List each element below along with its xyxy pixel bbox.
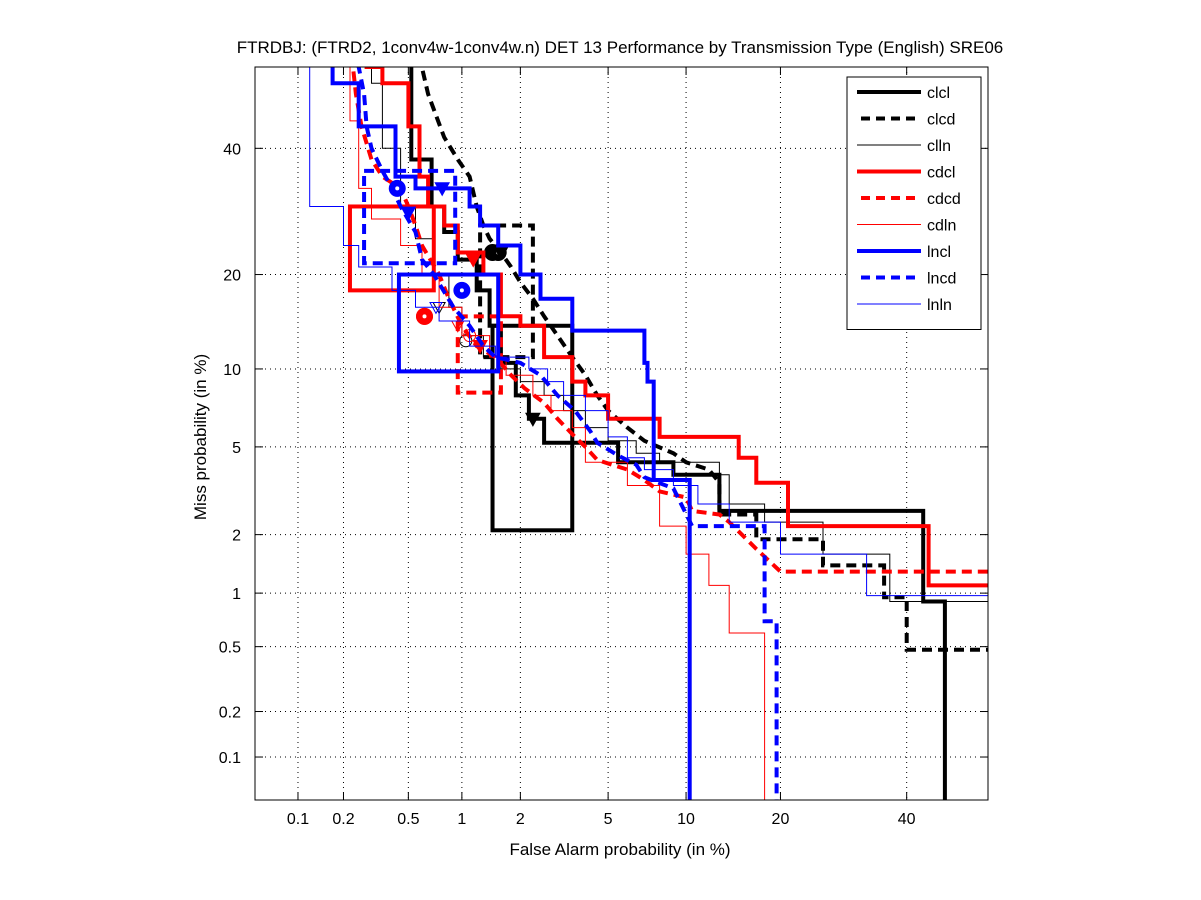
x-tick-label: 0.1 xyxy=(287,811,309,828)
series-lnln xyxy=(309,67,988,597)
y-tick-label: 20 xyxy=(223,268,241,285)
legend-item-clcl: clcl xyxy=(857,85,950,102)
series-lncd xyxy=(356,67,779,800)
marker-triangle-lnln xyxy=(429,302,443,315)
x-tick-label: 2 xyxy=(516,811,525,828)
y-tick-label: 0.2 xyxy=(219,705,241,722)
det-curve-lncl xyxy=(330,67,692,800)
x-tick-label: 10 xyxy=(677,811,695,828)
y-tick-label: 1 xyxy=(232,586,241,603)
y-tick-label: 10 xyxy=(223,362,241,379)
series-layer xyxy=(309,67,988,800)
marker-triangle-lncd xyxy=(400,206,417,221)
legend-label: clln xyxy=(927,138,951,155)
confidence-box-lncl xyxy=(396,272,501,374)
y-tick-label: 40 xyxy=(223,141,241,158)
marker-triangle-clcl xyxy=(525,412,541,427)
chart-title: FTRDBJ: (FTRD2, 1conv4w-1conv4w.n) DET 1… xyxy=(237,38,1004,57)
x-tick-label: 20 xyxy=(772,811,790,828)
marker-circle-center xyxy=(395,186,400,191)
legend-item-lncd: lncd xyxy=(861,271,956,288)
x-tick-label: 1 xyxy=(457,811,466,828)
legend-item-cdln: cdln xyxy=(857,218,956,235)
legend-label: lnln xyxy=(927,297,952,314)
x-tick-label: 0.5 xyxy=(397,811,419,828)
x-tick-label: 40 xyxy=(898,811,916,828)
marker-triangle-cdcl xyxy=(465,253,482,268)
confidence-box-lncd xyxy=(362,168,458,266)
legend-box xyxy=(846,76,982,330)
legend-label: lncl xyxy=(927,244,951,261)
marker-triangle-lncd xyxy=(434,182,451,197)
y-tick-label: 0.5 xyxy=(219,640,241,657)
det-curve-lnln xyxy=(309,67,988,597)
y-tick-label: 2 xyxy=(232,528,241,545)
legend-label: lncd xyxy=(927,271,956,288)
legend: clcl clcd clln cdcl cdcd cdln lncl lncd lnln xyxy=(846,76,982,330)
legend-item-lnln: lnln xyxy=(857,297,952,314)
y-tick-label: 5 xyxy=(232,440,241,457)
det-curve-cdcl xyxy=(364,67,988,588)
det-curve-cdln xyxy=(349,67,766,800)
y-tick-label: 0.1 xyxy=(219,750,241,767)
det-curve-lncd xyxy=(356,67,779,800)
ticks: 0.1 0.2 0.5 1 2 5 10 20 40 0.1 0.2 0.5 1 2 5 10 20 40 xyxy=(219,67,988,828)
legend-label: clcl xyxy=(927,85,950,102)
y-axis-label: Miss probability (in %) xyxy=(191,354,210,520)
x-axis-label: False Alarm probability (in %) xyxy=(509,840,730,859)
legend-label: clcd xyxy=(927,112,955,129)
marker-circle-center xyxy=(422,314,427,319)
series-lncl xyxy=(330,67,692,800)
legend-item-cdcd: cdcd xyxy=(861,191,961,208)
x-tick-label: 0.2 xyxy=(332,811,354,828)
legend-item-clln: clln xyxy=(857,138,951,155)
legend-label: cdln xyxy=(927,218,956,235)
marker-circle-center xyxy=(459,288,464,293)
legend-item-lncl: lncl xyxy=(857,244,951,261)
confidence-box-cdcd xyxy=(455,314,503,395)
plot-frame xyxy=(254,66,989,801)
legend-item-clcd: clcd xyxy=(861,112,955,129)
legend-item-cdcl: cdcl xyxy=(857,165,955,182)
x-tick-label: 5 xyxy=(604,811,613,828)
legend-label: cdcl xyxy=(927,165,955,182)
legend-label: cdcd xyxy=(927,191,961,208)
